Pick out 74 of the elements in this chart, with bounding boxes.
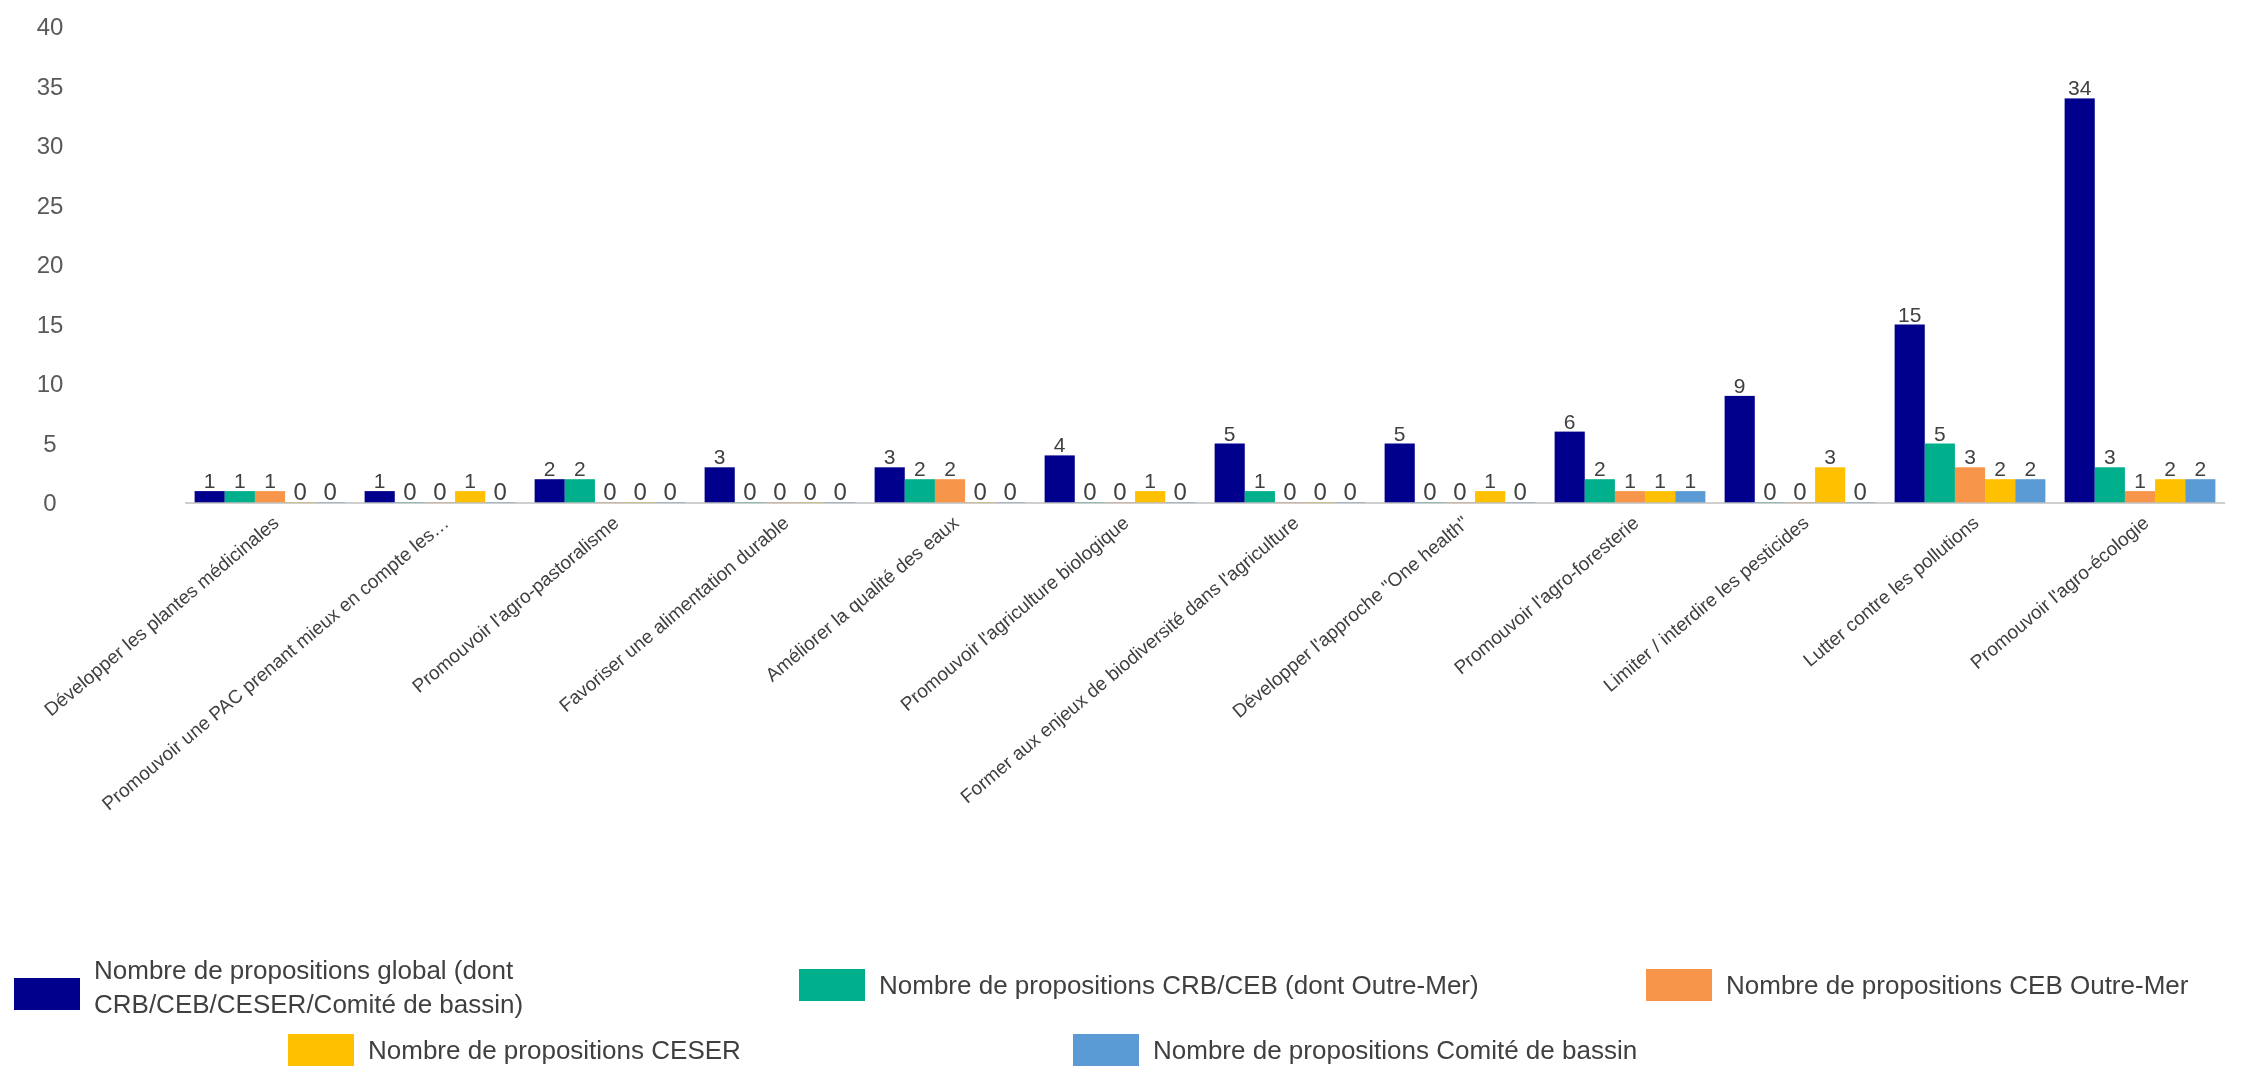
data-label: 0 bbox=[433, 478, 447, 505]
data-label: 0 bbox=[603, 478, 617, 505]
data-label: 0 bbox=[1173, 478, 1187, 505]
data-label: 2 bbox=[1594, 457, 1606, 481]
legend-label: Nombre de propositions CRB/CEB (dont Outre-Mer) bbox=[879, 970, 1479, 1001]
data-label: 0 bbox=[1763, 478, 1777, 505]
y-tick-label: 40 bbox=[36, 13, 64, 41]
y-tick-label: 0 bbox=[43, 489, 57, 517]
data-label: 0 bbox=[1343, 478, 1357, 505]
y-tick-label: 10 bbox=[36, 370, 64, 398]
legend-label: Nombre de propositions CEB Outre-Mer bbox=[1726, 970, 2189, 1001]
data-label: 0 bbox=[633, 478, 647, 505]
data-label: 1 bbox=[234, 469, 246, 493]
data-label: 0 bbox=[743, 478, 757, 505]
data-label: 3 bbox=[1824, 445, 1836, 469]
data-label: 0 bbox=[403, 478, 417, 505]
data-label: 1 bbox=[2134, 469, 2146, 493]
data-label: 0 bbox=[833, 478, 847, 505]
data-label: 2 bbox=[2024, 457, 2037, 481]
data-label: 2 bbox=[2194, 457, 2207, 481]
data-label: 0 bbox=[973, 478, 987, 505]
data-label: 0 bbox=[1453, 478, 1467, 505]
data-label: 0 bbox=[1313, 478, 1327, 505]
data-label: 2 bbox=[1994, 457, 2006, 481]
data-label: 0 bbox=[803, 478, 817, 505]
data-label: 1 bbox=[1684, 469, 1697, 493]
y-tick-label: 5 bbox=[43, 429, 57, 457]
data-label: 2 bbox=[944, 457, 956, 481]
data-label: 2 bbox=[914, 457, 926, 481]
y-tick-label: 25 bbox=[36, 191, 64, 219]
data-label: 3 bbox=[713, 445, 726, 469]
data-label: 0 bbox=[1113, 478, 1127, 505]
data-label: 0 bbox=[323, 478, 337, 505]
y-tick-label: 30 bbox=[36, 132, 64, 160]
data-label: 0 bbox=[1283, 478, 1297, 505]
data-label: 9 bbox=[1733, 373, 1746, 397]
y-tick-label: 20 bbox=[36, 251, 64, 279]
data-label: 0 bbox=[663, 478, 677, 505]
data-label: 5 bbox=[1393, 421, 1406, 445]
data-label: 1 bbox=[464, 469, 476, 493]
data-label: 1 bbox=[1144, 469, 1156, 493]
y-tick-label: 15 bbox=[36, 310, 64, 338]
data-label: 34 bbox=[2068, 76, 2092, 100]
data-label: 2 bbox=[2164, 457, 2176, 481]
data-label: 0 bbox=[1083, 478, 1097, 505]
data-label: 1 bbox=[1254, 469, 1266, 493]
data-label: 1 bbox=[1484, 469, 1496, 493]
data-label: 1 bbox=[264, 469, 276, 493]
data-label: 0 bbox=[1513, 478, 1527, 505]
data-label: 0 bbox=[293, 478, 307, 505]
data-label: 0 bbox=[1793, 478, 1807, 505]
data-label: 3 bbox=[883, 445, 896, 469]
data-label: 1 bbox=[203, 469, 216, 493]
data-label: 1 bbox=[373, 469, 386, 493]
data-label: 1 bbox=[1654, 469, 1666, 493]
data-label: 3 bbox=[1964, 445, 1976, 469]
data-label: 0 bbox=[493, 478, 507, 505]
data-label: 6 bbox=[1563, 409, 1576, 433]
data-label: 0 bbox=[1003, 478, 1017, 505]
legend-label: Nombre de propositions CESER bbox=[368, 1035, 741, 1066]
data-label: 1 bbox=[1624, 469, 1636, 493]
data-label: 2 bbox=[574, 457, 586, 481]
data-label: 0 bbox=[773, 478, 787, 505]
data-label: 2 bbox=[543, 457, 556, 481]
data-label: 0 bbox=[1853, 478, 1867, 505]
data-label: 15 bbox=[1898, 302, 1922, 326]
legend-label: Nombre de propositions global (dont CRB/CEB/CESER/Comité de bassin) bbox=[94, 955, 524, 1020]
legend-label: Nombre de propositions Comité de bassin bbox=[1153, 1035, 1638, 1066]
data-label: 4 bbox=[1053, 433, 1066, 457]
data-label: 5 bbox=[1223, 421, 1236, 445]
data-label: 5 bbox=[1934, 421, 1946, 445]
y-tick-label: 35 bbox=[36, 72, 64, 100]
data-label: 3 bbox=[2104, 445, 2116, 469]
data-label: 0 bbox=[1423, 478, 1437, 505]
